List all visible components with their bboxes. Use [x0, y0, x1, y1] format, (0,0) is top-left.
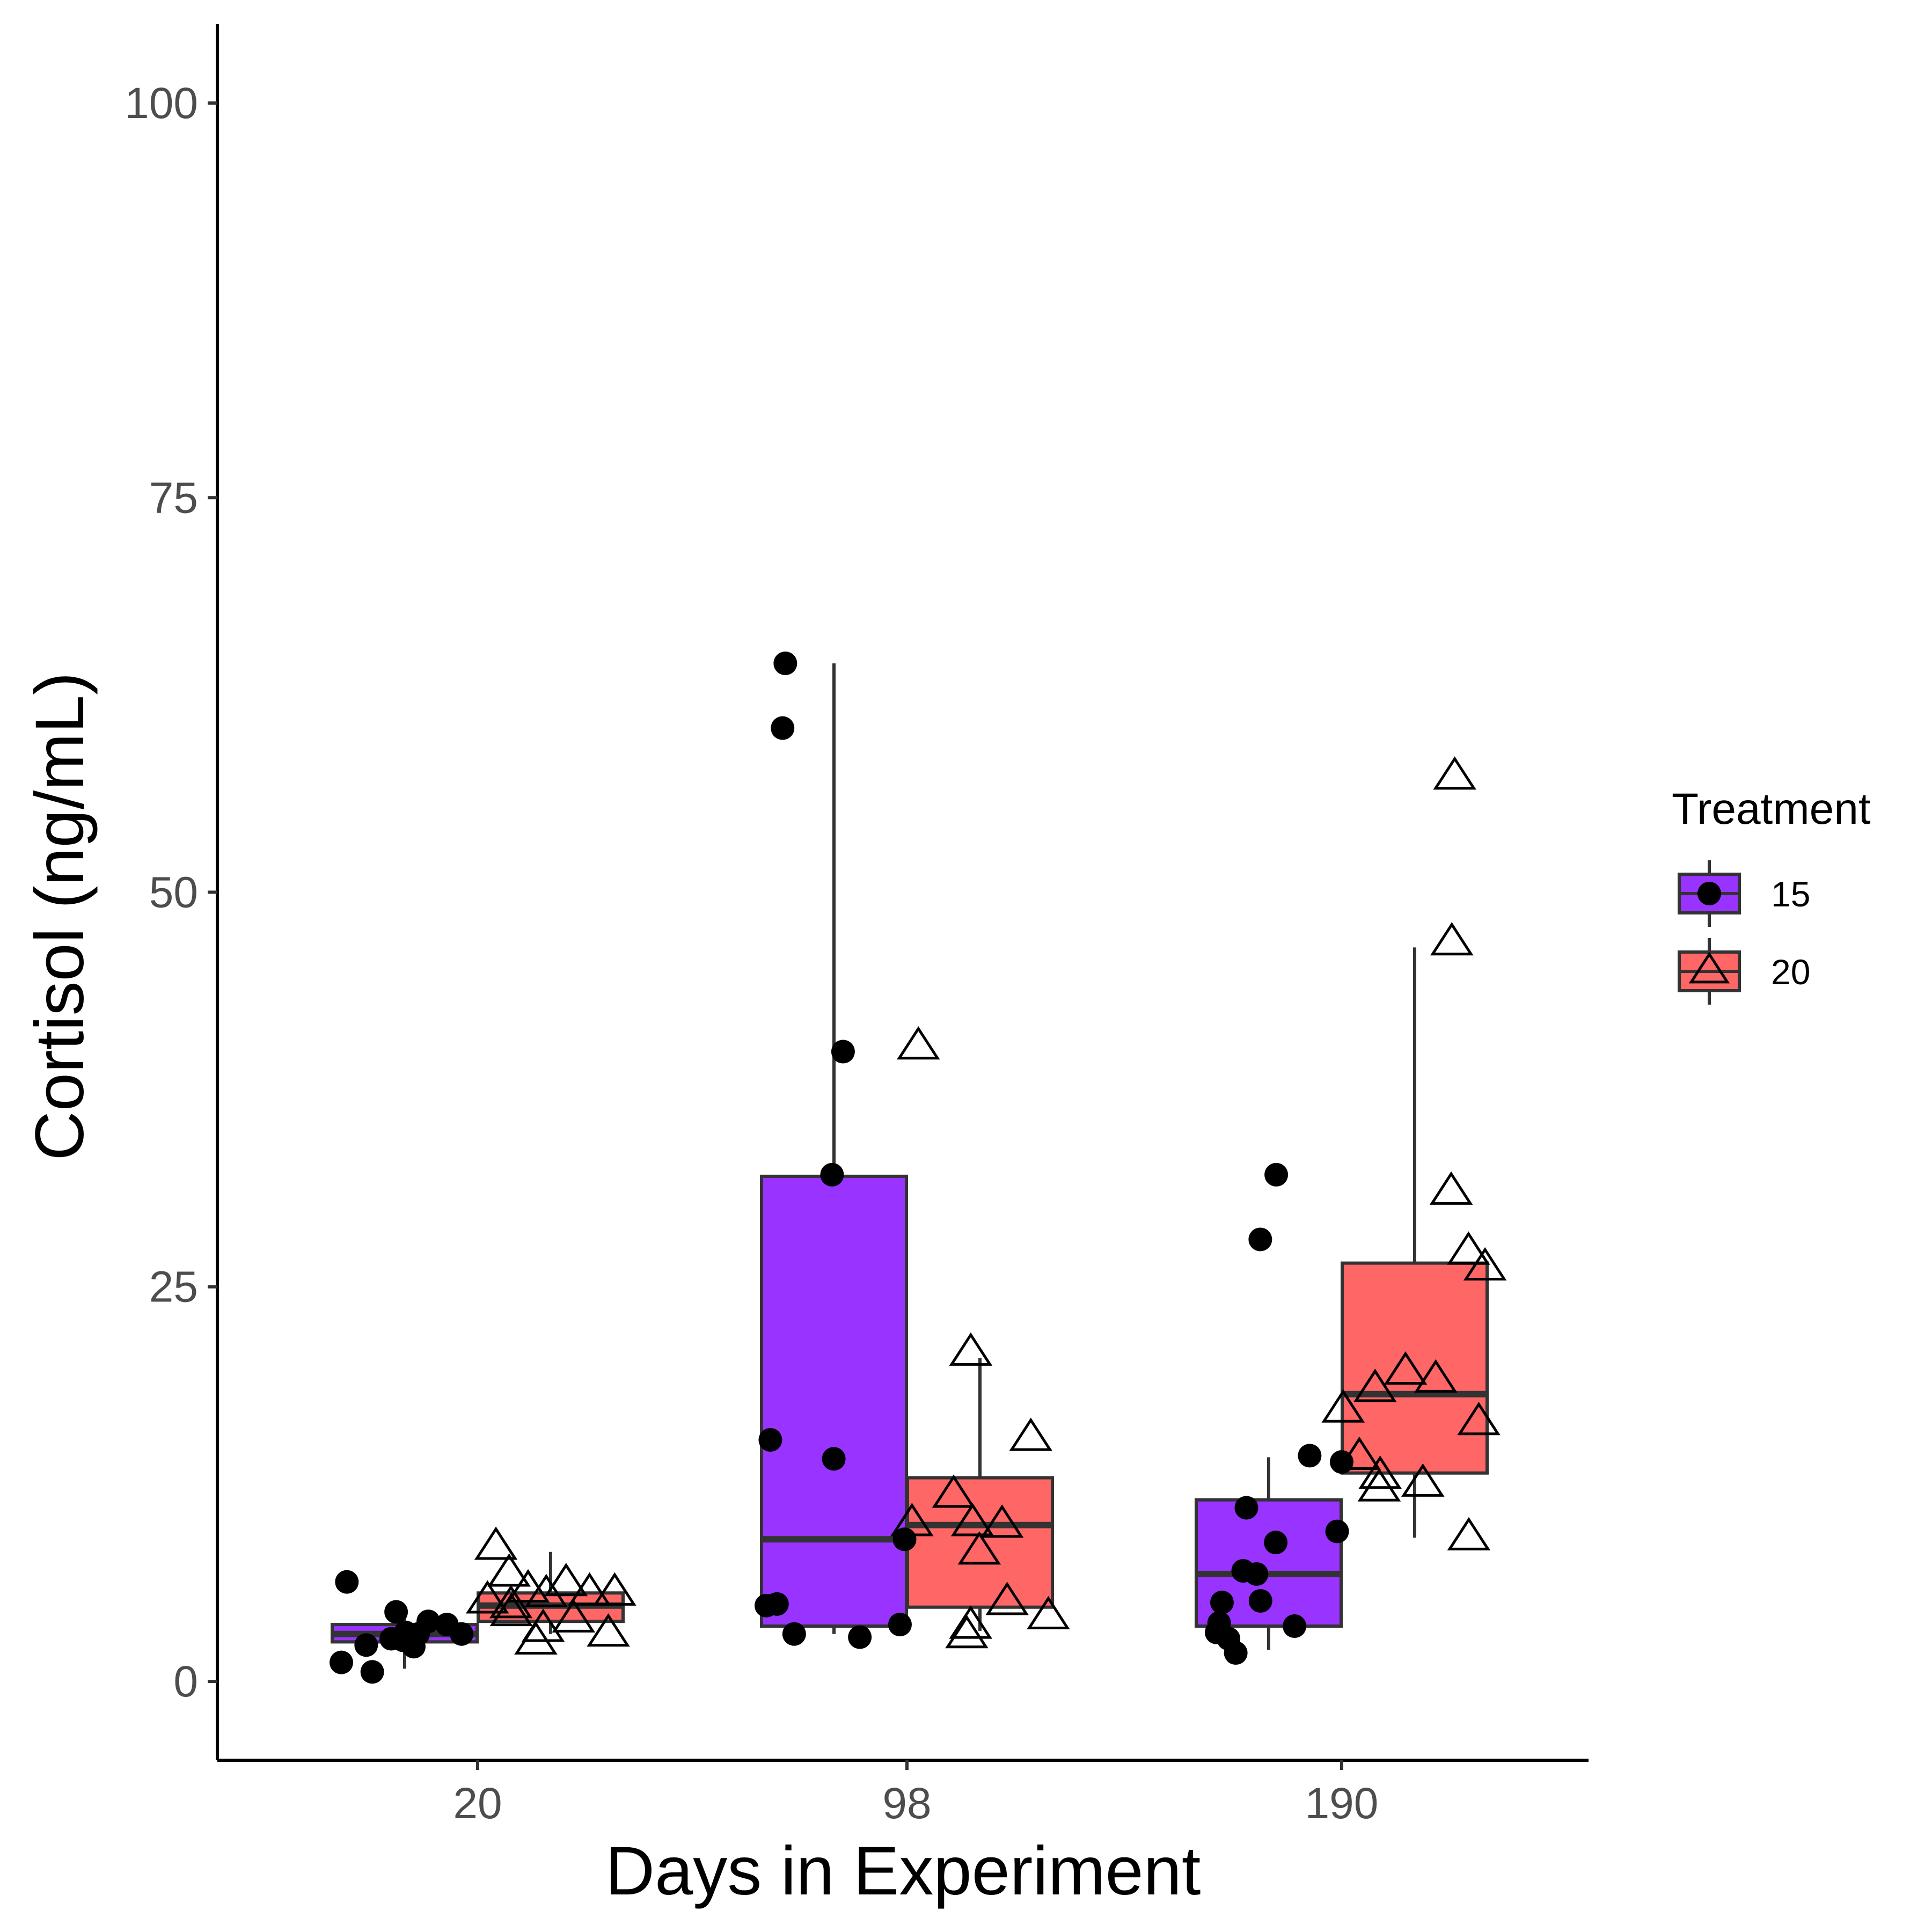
point-20-98 — [980, 1504, 1024, 1538]
legend-key-20 — [1678, 938, 1741, 1005]
point-20-98 — [890, 1503, 934, 1536]
point-15-190 — [1298, 1444, 1322, 1468]
y-tick-label: 50 — [149, 868, 198, 917]
point-20-20 — [544, 1563, 588, 1597]
point-20-20 — [474, 1526, 518, 1560]
point-20-98 — [985, 1582, 1029, 1615]
point-20-190 — [1384, 1351, 1428, 1385]
point-15-98 — [888, 1613, 912, 1637]
point-15-20 — [329, 1650, 353, 1674]
legend-marker — [1688, 952, 1730, 984]
box-body — [906, 1476, 1054, 1609]
point-20-190 — [1321, 1389, 1365, 1423]
box-20-190 — [1341, 947, 1489, 1538]
box-body — [760, 1174, 908, 1628]
point-15-20 — [416, 1609, 441, 1634]
box-20-98 — [906, 1358, 1054, 1631]
x-axis-title: Days in Experiment — [605, 1833, 1201, 1909]
point-20-98 — [945, 1615, 989, 1649]
point-15-190 — [1248, 1227, 1272, 1252]
box-15-98 — [760, 663, 908, 1634]
legend-title: Treatment — [1672, 785, 1871, 833]
point-20-98 — [896, 1026, 940, 1060]
point-20-190 — [1358, 1455, 1402, 1489]
y-tick-label: 100 — [125, 79, 198, 128]
point-20-20 — [524, 1574, 568, 1607]
legend: Treatment 15 20 — [1672, 785, 1871, 1005]
point-20-98 — [932, 1474, 976, 1508]
point-15-20 — [335, 1570, 359, 1594]
axes: 0 25 50 75 100 20 98 190 — [125, 24, 1589, 1828]
plot-area — [329, 652, 1507, 1684]
point-20-190 — [1447, 1231, 1490, 1265]
point-20-20 — [489, 1592, 533, 1627]
point-20-190 — [1430, 922, 1474, 956]
point-15-20 — [384, 1600, 408, 1624]
point-15-190 — [1325, 1519, 1349, 1543]
point-15-98 — [831, 1040, 855, 1064]
legend-label-20: 20 — [1771, 952, 1810, 992]
point-20-190 — [1463, 1247, 1507, 1281]
point-15-190 — [1210, 1590, 1234, 1614]
point-15-98 — [820, 1162, 844, 1187]
point-20-190 — [1357, 1468, 1401, 1502]
y-axis-title: Cortisol (ng/mL) — [21, 672, 98, 1160]
point-15-98 — [892, 1527, 917, 1552]
x-tick-label: 190 — [1305, 1779, 1379, 1828]
point-20-20 — [487, 1553, 531, 1587]
point-20-190 — [1414, 1359, 1458, 1393]
point-15-20 — [354, 1633, 378, 1657]
point-15-190 — [1205, 1620, 1229, 1644]
y-tick-label: 0 — [173, 1657, 198, 1706]
point-15-98 — [822, 1447, 846, 1471]
x-tick-label: 20 — [453, 1779, 502, 1828]
point-20-20 — [489, 1585, 533, 1619]
point-20-98 — [949, 1332, 993, 1366]
point-20-20 — [587, 1613, 630, 1647]
point-15-190 — [1248, 1589, 1272, 1613]
point-20-20 — [521, 1608, 565, 1642]
point-15-190 — [1264, 1531, 1288, 1555]
point-20-98 — [1009, 1417, 1053, 1451]
point-15-98 — [848, 1625, 872, 1649]
point-20-20 — [568, 1572, 611, 1606]
y-tick-label: 75 — [149, 473, 198, 522]
point-20-190 — [1457, 1402, 1501, 1436]
point-20-190 — [1337, 1436, 1381, 1470]
point-15-98 — [782, 1622, 806, 1646]
point-15-190 — [1234, 1496, 1258, 1520]
point-15-20 — [379, 1627, 404, 1651]
point-15-20 — [360, 1660, 384, 1684]
point-20-20 — [552, 1599, 596, 1633]
point-20-98 — [950, 1503, 994, 1536]
point-20-190 — [1429, 1171, 1473, 1205]
point-20-190 — [1401, 1463, 1445, 1497]
point-15-98 — [758, 1428, 782, 1452]
x-tick-label: 98 — [882, 1779, 931, 1828]
point-20-190 — [1353, 1368, 1397, 1402]
point-20-98 — [957, 1531, 1001, 1565]
legend-label-15: 15 — [1771, 874, 1810, 914]
legend-marker — [1697, 882, 1721, 905]
point-15-190 — [1283, 1614, 1307, 1638]
point-15-190 — [1231, 1559, 1255, 1583]
point-15-98 — [771, 716, 795, 740]
point-15-190 — [1264, 1162, 1289, 1187]
point-20-98 — [1027, 1596, 1070, 1629]
point-15-98 — [765, 1592, 789, 1616]
point-15-98 — [773, 652, 797, 676]
y-tick-label: 25 — [149, 1263, 198, 1312]
point-20-20 — [465, 1580, 509, 1614]
point-20-98 — [949, 1605, 993, 1639]
point-20-190 — [1433, 756, 1476, 790]
point-15-20 — [435, 1613, 459, 1637]
point-20-20 — [593, 1572, 636, 1606]
point-20-190 — [1447, 1517, 1491, 1550]
legend-key-15 — [1678, 860, 1741, 927]
